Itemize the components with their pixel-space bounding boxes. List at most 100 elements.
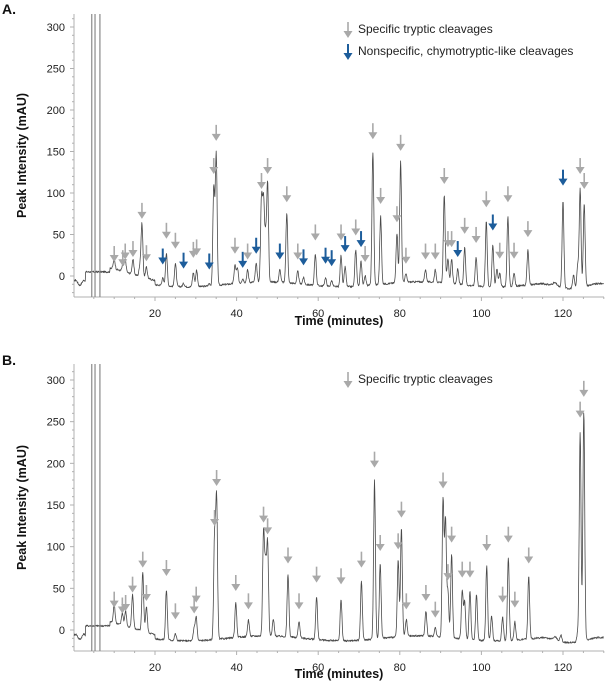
tryptic-cleavage-arrow-icon <box>209 158 219 175</box>
chromatogram-panel-a: A. 0 50 100 150 200 250 300 20 40 60 80 100 120 Time … <box>2 1 605 328</box>
nonspecific-cleavage-arrow-icon <box>340 236 350 253</box>
arrow-head <box>340 245 350 253</box>
arrow-head <box>109 255 119 263</box>
legend-entry-label: Specific tryptic cleavages <box>358 372 493 386</box>
tryptic-cleavage-arrow-icon <box>282 186 292 203</box>
tryptic-cleavage-arrow-icon <box>401 247 411 264</box>
tryptic-cleavage-arrow-icon <box>212 470 222 486</box>
arrow-head <box>447 535 457 543</box>
arrow-head <box>263 167 273 175</box>
y-axis-title: Peak Intensity (mAU) <box>15 445 29 570</box>
tryptic-cleavage-arrow-icon <box>509 242 519 259</box>
arrow-head <box>310 233 320 241</box>
arrow-head <box>179 261 189 269</box>
arrow-head <box>524 556 534 564</box>
tryptic-cleavage-arrow-icon <box>263 518 273 535</box>
nonspecific-cleavage-arrow-icon <box>327 250 337 267</box>
arrow-head <box>579 182 589 189</box>
arrow-head <box>430 610 440 618</box>
arrow-head <box>360 255 370 263</box>
arrow-head <box>438 481 448 489</box>
arrow-head <box>275 252 285 260</box>
tryptic-cleavage-arrow-icon <box>191 586 201 603</box>
arrow-head <box>137 211 147 219</box>
nonspecific-cleavage-arrow-icon <box>321 247 331 264</box>
arrow-head <box>243 602 253 610</box>
nonspecific-cleavage-arrow-icon <box>299 249 309 266</box>
tryptic-cleavage-arrow-icon <box>161 222 171 239</box>
tryptic-cleavage-arrow-icon <box>579 173 589 189</box>
arrow-head <box>138 560 148 568</box>
arrow-head <box>251 246 261 254</box>
tryptic-cleavage-arrow-icon <box>447 526 457 543</box>
arrow-head <box>327 259 337 267</box>
tryptic-cleavage-arrow-icon <box>443 564 453 581</box>
nonspecific-cleavage-arrow-icon <box>179 252 189 269</box>
y-tick-label: 250 <box>47 64 65 76</box>
arrow-head <box>356 560 366 568</box>
y-tick-label: 150 <box>47 147 65 159</box>
arrow-head <box>523 230 533 238</box>
arrow-head <box>256 182 266 189</box>
tryptic-cleavage-arrow-icon <box>392 206 402 223</box>
tryptic-cleavage-arrow-icon <box>510 591 520 608</box>
arrow-head <box>575 167 585 175</box>
tryptic-cleavage-arrow-icon <box>137 202 147 219</box>
panel-label-a: A. <box>2 1 16 17</box>
arrow-head <box>482 544 492 551</box>
arrow-head <box>283 556 293 564</box>
x-axis-title: Time (minutes) <box>295 667 384 681</box>
nonspecific-cleavage-arrow-icon <box>488 214 498 231</box>
x-tick-label: 120 <box>554 662 572 674</box>
tryptic-cleavage-arrow-icon <box>243 243 253 260</box>
x-tick-label: 60 <box>312 662 324 674</box>
arrow-head <box>392 215 402 223</box>
arrow-head <box>343 31 353 38</box>
tryptic-cleavage-arrow-icon <box>421 585 431 601</box>
arrow-head <box>158 257 168 265</box>
tryptic-cleavage-arrow-icon <box>393 533 403 550</box>
tryptic-cleavage-arrow-icon <box>421 243 431 260</box>
tryptic-cleavage-arrow-icon <box>368 123 378 140</box>
tryptic-cleavage-arrow-icon <box>312 566 322 583</box>
tryptic-cleavage-arrow-icon <box>128 241 138 258</box>
tryptic-cleavage-arrow-icon <box>141 585 151 601</box>
arrow-head <box>204 262 214 270</box>
tryptic-cleavage-arrow-icon <box>161 560 171 576</box>
arrow-head <box>161 231 171 239</box>
tryptic-cleavage-arrow-icon <box>481 191 491 208</box>
x-tick-label: 40 <box>230 662 242 674</box>
tryptic-cleavage-arrow-icon <box>575 158 585 175</box>
tryptic-cleavage-arrow-icon <box>457 561 467 578</box>
y-tick-label: 50 <box>53 583 65 595</box>
tryptic-cleavage-arrow-icon <box>375 535 385 551</box>
x-tick-label: 60 <box>312 308 324 320</box>
tryptic-cleavage-arrow-icon <box>575 401 585 418</box>
tryptic-cleavage-arrow-icon <box>336 224 346 241</box>
nonspecific-cleavage-arrow-icon <box>158 248 168 265</box>
tryptic-cleavage-arrow-icon <box>524 547 534 564</box>
arrow-head <box>121 604 131 611</box>
arrow-head <box>212 479 222 486</box>
arrow-head <box>510 600 520 608</box>
tryptic-cleavage-arrow-icon <box>498 586 508 603</box>
nonspecific-cleavage-arrow-icon <box>453 241 463 258</box>
arrow-head <box>141 254 151 262</box>
arrow-head <box>481 200 491 208</box>
arrow-head <box>259 515 269 523</box>
arrow-head <box>321 256 331 264</box>
x-tick-label: 100 <box>472 308 490 320</box>
tryptic-cleavage-arrow-icon <box>192 239 202 256</box>
tryptic-cleavage-arrow-icon <box>243 593 253 610</box>
y-tick-label: 100 <box>47 188 65 200</box>
y-axis-title: Peak Intensity (mAU) <box>15 93 29 218</box>
legend-gray-arrow-icon <box>343 22 353 38</box>
arrow-head <box>141 594 151 601</box>
y-tick-label: 200 <box>47 458 65 470</box>
tryptic-cleavage-arrow-icon <box>138 551 148 568</box>
tryptic-cleavage-arrow-icon <box>447 231 457 248</box>
tryptic-cleavage-arrow-icon <box>396 501 406 518</box>
arrow-head <box>210 519 220 526</box>
y-tick-label: 300 <box>47 22 65 34</box>
tryptic-cleavage-arrow-icon <box>495 242 505 259</box>
